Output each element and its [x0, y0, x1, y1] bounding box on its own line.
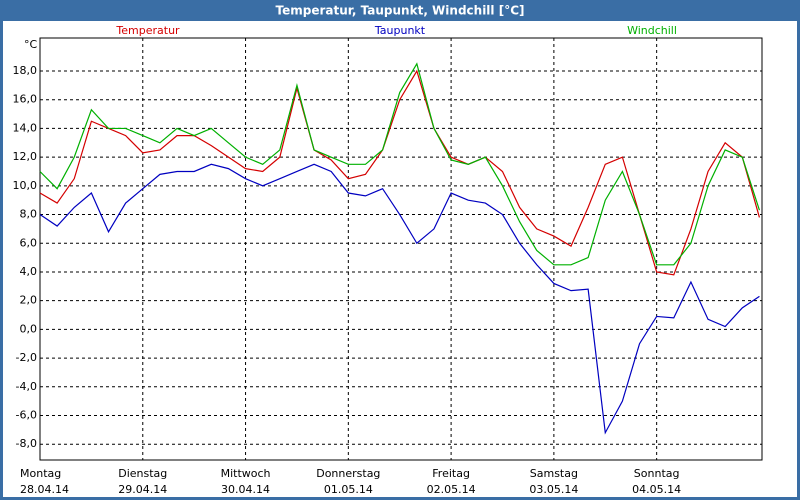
x-tick-date: 30.04.14	[221, 483, 270, 496]
x-tick-label: Mittwoch	[221, 467, 271, 480]
legend-label: Temperatur	[115, 24, 180, 37]
legend-label: Windchill	[627, 24, 677, 37]
x-tick-date: 02.05.14	[427, 483, 476, 496]
y-tick-label: 2,0	[20, 294, 38, 307]
y-tick-label: 0,0	[20, 322, 38, 335]
y-tick-label: -2,0	[16, 351, 37, 364]
series-line	[39, 163, 760, 435]
y-tick-label: -8,0	[16, 437, 37, 450]
y-tick-label: 4,0	[20, 265, 38, 278]
y-tick-label: -6,0	[16, 409, 37, 422]
legend-label: Taupunkt	[374, 24, 426, 37]
x-tick-label: Dienstag	[118, 467, 167, 480]
x-tick-date: 28.04.14	[20, 483, 69, 496]
y-tick-label: 10,0	[13, 179, 38, 192]
x-tick-label: Samstag	[530, 467, 578, 480]
y-unit: °C	[24, 38, 38, 51]
window-title: Temperatur, Taupunkt, Windchill [°C]	[276, 4, 525, 18]
x-tick-label: Sonntag	[634, 467, 680, 480]
y-tick-label: 12,0	[13, 150, 38, 163]
y-tick-label: 14,0	[13, 121, 38, 134]
x-tick-label: Montag	[20, 467, 61, 480]
y-tick-label: 6,0	[20, 236, 38, 249]
x-tick-label: Donnerstag	[316, 467, 380, 480]
y-tick-label: -4,0	[16, 380, 37, 393]
x-tick-date: 01.05.14	[324, 483, 373, 496]
x-tick-label: Freitag	[432, 467, 470, 480]
y-tick-label: 16,0	[13, 93, 38, 106]
x-tick-date: 29.04.14	[118, 483, 167, 496]
series-line	[39, 62, 761, 266]
y-tick-label: 8,0	[20, 208, 38, 221]
x-tick-date: 04.05.14	[632, 483, 681, 496]
x-tick-date: 03.05.14	[529, 483, 578, 496]
y-tick-label: 18,0	[13, 64, 38, 77]
